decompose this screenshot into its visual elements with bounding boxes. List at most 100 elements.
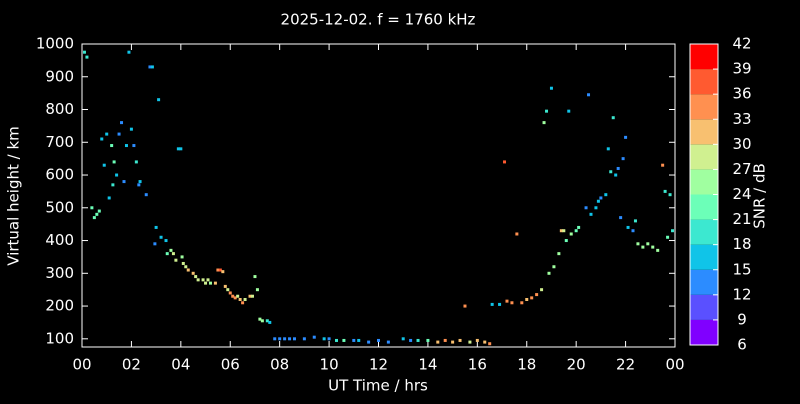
point — [258, 317, 262, 321]
point — [102, 163, 106, 167]
point — [577, 225, 581, 229]
point — [186, 268, 190, 272]
colorbar-tick-label: 27 — [732, 160, 751, 178]
point — [153, 242, 157, 246]
point — [451, 340, 455, 344]
point — [535, 293, 539, 297]
point — [174, 258, 178, 262]
point — [278, 337, 282, 341]
x-tick-label: 08 — [270, 356, 289, 374]
y-tick-label: 400 — [45, 231, 74, 249]
point — [312, 335, 316, 339]
point — [122, 180, 126, 184]
point — [327, 337, 331, 341]
point — [342, 338, 346, 342]
point — [154, 225, 158, 229]
point — [208, 281, 212, 285]
y-tick-label: 700 — [45, 133, 74, 151]
y-tick-label: 100 — [45, 329, 74, 347]
point — [105, 132, 109, 136]
colorbar-swatch — [690, 169, 718, 195]
point — [159, 235, 163, 239]
point — [661, 163, 665, 167]
point — [426, 338, 430, 342]
point — [624, 135, 628, 139]
x-tick-label: 12 — [369, 356, 388, 374]
point — [614, 173, 618, 177]
point — [633, 219, 637, 223]
point — [609, 170, 613, 174]
point — [352, 338, 356, 342]
point — [604, 193, 608, 197]
x-tick-label: 14 — [418, 356, 437, 374]
point — [596, 199, 600, 203]
point — [115, 173, 119, 177]
point — [584, 206, 588, 210]
point — [559, 229, 563, 233]
point — [148, 65, 152, 69]
point — [542, 121, 546, 125]
point — [357, 338, 361, 342]
point — [386, 340, 390, 344]
point — [241, 301, 245, 305]
colorbar-label: SNR / dB — [751, 163, 769, 229]
point — [468, 340, 472, 344]
point — [226, 288, 230, 292]
point — [671, 229, 675, 233]
x-tick-label: 00 — [72, 356, 91, 374]
point — [144, 193, 148, 197]
colorbar-swatch — [690, 269, 718, 295]
point — [401, 337, 405, 341]
point — [129, 127, 133, 131]
point — [181, 261, 185, 265]
colorbar-swatch — [690, 144, 718, 170]
y-tick-label: 600 — [45, 166, 74, 184]
point — [213, 281, 217, 285]
point — [273, 337, 277, 341]
point — [377, 338, 380, 342]
point — [587, 93, 591, 97]
point — [171, 252, 175, 256]
point — [436, 340, 440, 344]
colorbar-tick-label: 42 — [732, 35, 751, 53]
point — [137, 183, 141, 187]
point — [646, 242, 650, 246]
point — [216, 268, 220, 272]
point — [668, 193, 672, 197]
point — [621, 157, 625, 161]
colorbar-tick-label: 36 — [732, 85, 751, 103]
y-tick-label: 1000 — [36, 35, 74, 53]
x-tick-label: 22 — [616, 356, 635, 374]
point — [138, 180, 142, 184]
point — [636, 242, 640, 246]
colorbar-swatch — [690, 319, 718, 345]
point — [547, 271, 551, 275]
point — [92, 216, 96, 220]
colorbar-swatch — [690, 119, 718, 145]
x-tick-label: 02 — [122, 356, 141, 374]
point — [95, 212, 99, 216]
point — [184, 265, 188, 269]
point — [562, 229, 566, 233]
point — [111, 183, 115, 187]
point — [540, 288, 544, 292]
point — [169, 248, 173, 252]
point — [260, 319, 264, 323]
point — [288, 337, 292, 341]
y-tick-label: 300 — [45, 264, 74, 282]
point — [626, 225, 630, 229]
point — [283, 337, 287, 341]
point — [132, 144, 136, 148]
point — [443, 338, 447, 342]
chart-title: 2025-12-02. f = 1760 kHz — [281, 11, 476, 29]
colorbar-tick-label: 15 — [732, 260, 751, 278]
point — [302, 337, 306, 341]
colorbar-tick-label: 39 — [732, 60, 751, 78]
point — [552, 265, 556, 269]
point — [458, 338, 462, 342]
point — [179, 147, 183, 151]
point — [228, 291, 232, 295]
point — [112, 160, 116, 164]
point — [204, 281, 208, 285]
